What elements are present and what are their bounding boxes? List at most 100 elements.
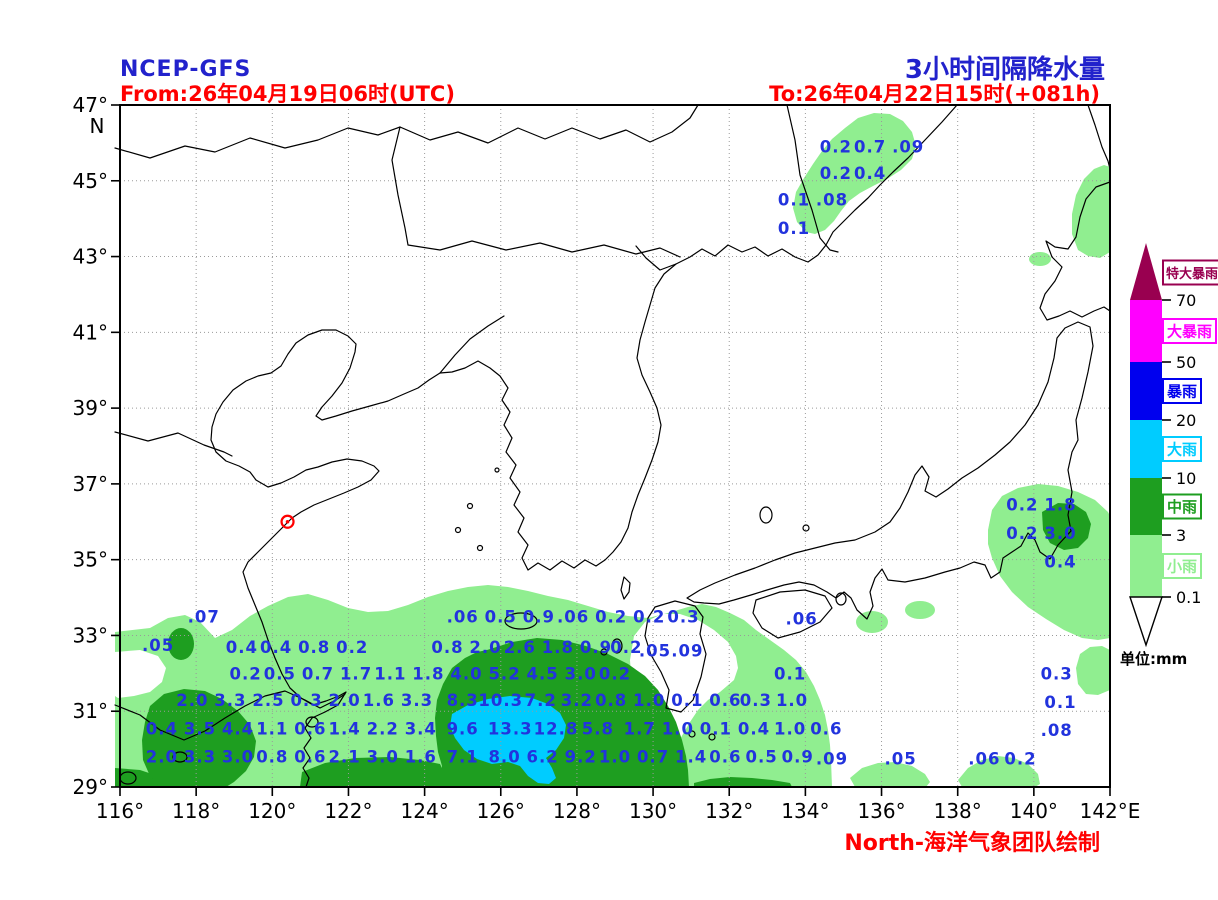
- precip-value: 3.3: [401, 691, 433, 710]
- rain-area-moderate-corner: [115, 768, 166, 787]
- x-axis-label: 136°: [857, 799, 905, 823]
- precip-value: .08: [816, 191, 848, 210]
- y-axis-label: 35°: [73, 548, 108, 572]
- precip-value: 2.5: [252, 691, 284, 710]
- legend-unit-label: 单位:mm: [1120, 650, 1187, 668]
- precip-value: 13.3: [488, 719, 533, 738]
- legend-label-box: [1162, 553, 1202, 579]
- x-axis-label: 126°: [477, 799, 525, 823]
- legend-threshold: 10: [1176, 469, 1196, 488]
- precip-value: 1.8: [1044, 496, 1076, 515]
- precip-value: 0.6: [709, 748, 741, 767]
- precip-value: 3.0: [367, 748, 399, 767]
- precip-value: 0.4: [146, 719, 178, 738]
- precip-value: .09: [892, 138, 924, 157]
- precip-value: 0.1: [778, 191, 810, 210]
- precip-value: 1.1: [256, 719, 288, 738]
- precip-value: 0.5: [745, 748, 777, 767]
- island-sado: [759, 506, 773, 524]
- precip-value: .05: [884, 750, 916, 769]
- precip-value: .06: [968, 750, 1000, 769]
- precip-shading-layer: [115, 113, 1110, 787]
- x-axis-label: 124°: [401, 799, 449, 823]
- precip-value: 0.6: [294, 748, 326, 767]
- precip-value: 1.4: [329, 719, 361, 738]
- precip-value: 0.3: [290, 691, 322, 710]
- precip-value: 2.2: [367, 719, 399, 738]
- axis-layer: 116° 118° 120° 122° 124° 126° 128° 130° 132° 134°…: [73, 93, 1141, 823]
- precip-value: .08: [1041, 721, 1073, 740]
- river-ussuri: [786, 104, 839, 253]
- station-dot-icon: [285, 519, 290, 524]
- precip-value: 1.6: [405, 748, 437, 767]
- legend-swatch: [1130, 420, 1162, 478]
- precip-value: 0.2: [599, 664, 631, 683]
- precip-value: 10.3: [478, 691, 523, 710]
- valid-from-label: From:26年04月19日06时(UTC): [120, 82, 455, 106]
- precip-value: 1.0: [662, 719, 694, 738]
- station-ring-icon: [280, 514, 295, 529]
- x-axis-label: 122°: [324, 799, 372, 823]
- y-axis-label: 45°: [73, 169, 108, 193]
- precip-value: 0.4: [1044, 553, 1076, 572]
- precip-value: 0.7: [302, 664, 334, 683]
- precip-value: 0.2: [595, 608, 627, 627]
- precip-value: 8.0: [488, 748, 520, 767]
- dry-hole-west: [115, 650, 166, 698]
- river-yalu: [439, 315, 505, 374]
- precip-value: 1.1: [374, 664, 406, 683]
- precip-value: 0.4: [854, 164, 886, 183]
- x-axis-label: 130°: [629, 799, 677, 823]
- model-title: NCEP-GFS: [120, 57, 251, 82]
- precip-value: 0.7: [854, 138, 886, 157]
- precip-value: 0.6: [709, 691, 741, 710]
- islet-7: [494, 467, 500, 473]
- rain-area-hokkaido-strip: [1072, 165, 1110, 258]
- island-honshu: [686, 321, 1094, 620]
- precip-value: 0.2: [1006, 496, 1038, 515]
- precip-value: 0.2: [336, 638, 368, 657]
- island-hokkaido: [1039, 181, 1111, 321]
- precip-value: .07: [188, 608, 220, 627]
- precip-value: 0.6: [294, 719, 326, 738]
- precip-value: 0.9: [782, 748, 814, 767]
- precip-value: 0.2: [820, 138, 852, 157]
- precip-value: 8.3: [447, 691, 479, 710]
- legend-threshold: 0.1: [1176, 588, 1201, 607]
- precip-value: 0.8: [256, 748, 288, 767]
- precip-value: .09: [671, 642, 703, 661]
- credit-label: North-海洋气象团队绘制: [844, 830, 1100, 856]
- precip-value: 2.0: [329, 691, 361, 710]
- y-axis-label: 33°: [73, 623, 108, 647]
- precip-value: 0.5: [485, 608, 517, 627]
- precip-value: 1.8: [412, 664, 444, 683]
- rain-area-se-patch-1: [850, 762, 930, 787]
- x-axis-label: 128°: [553, 799, 601, 823]
- precip-value: 0.4: [738, 719, 770, 738]
- precip-value: 0.9: [523, 608, 555, 627]
- precip-value: 7.2: [525, 691, 557, 710]
- rain-area-heavy-core: [450, 696, 566, 784]
- precip-value: 0.1: [700, 719, 732, 738]
- river-amur: [114, 104, 699, 159]
- precip-value: .06: [557, 608, 589, 627]
- lake-tai: [305, 716, 319, 728]
- precip-value: 0.1: [1044, 693, 1076, 712]
- rain-area-east-edge-patch: [1076, 646, 1110, 695]
- precip-value: 0.6: [810, 719, 842, 738]
- precip-value: 0.1: [774, 664, 806, 683]
- river-tumen: [635, 245, 677, 271]
- legend-label-box: [1162, 493, 1202, 520]
- x-axis-label: 132°: [705, 799, 753, 823]
- precip-value: 3.0: [1044, 524, 1076, 543]
- rain-area-kii-spot: [905, 601, 935, 619]
- precip-value: 4.4: [222, 719, 254, 738]
- precip-value: 0.5: [264, 664, 296, 683]
- precip-values-layer: 0.2 0.7.090.2 0.40.1.080.10.2 1.80.2 3.00.4.…: [142, 138, 1076, 769]
- precip-value: 0.2: [230, 664, 262, 683]
- precip-value: .05: [639, 642, 671, 661]
- x-axis-label: 118°: [172, 799, 220, 823]
- precip-value: 0.9: [580, 638, 612, 657]
